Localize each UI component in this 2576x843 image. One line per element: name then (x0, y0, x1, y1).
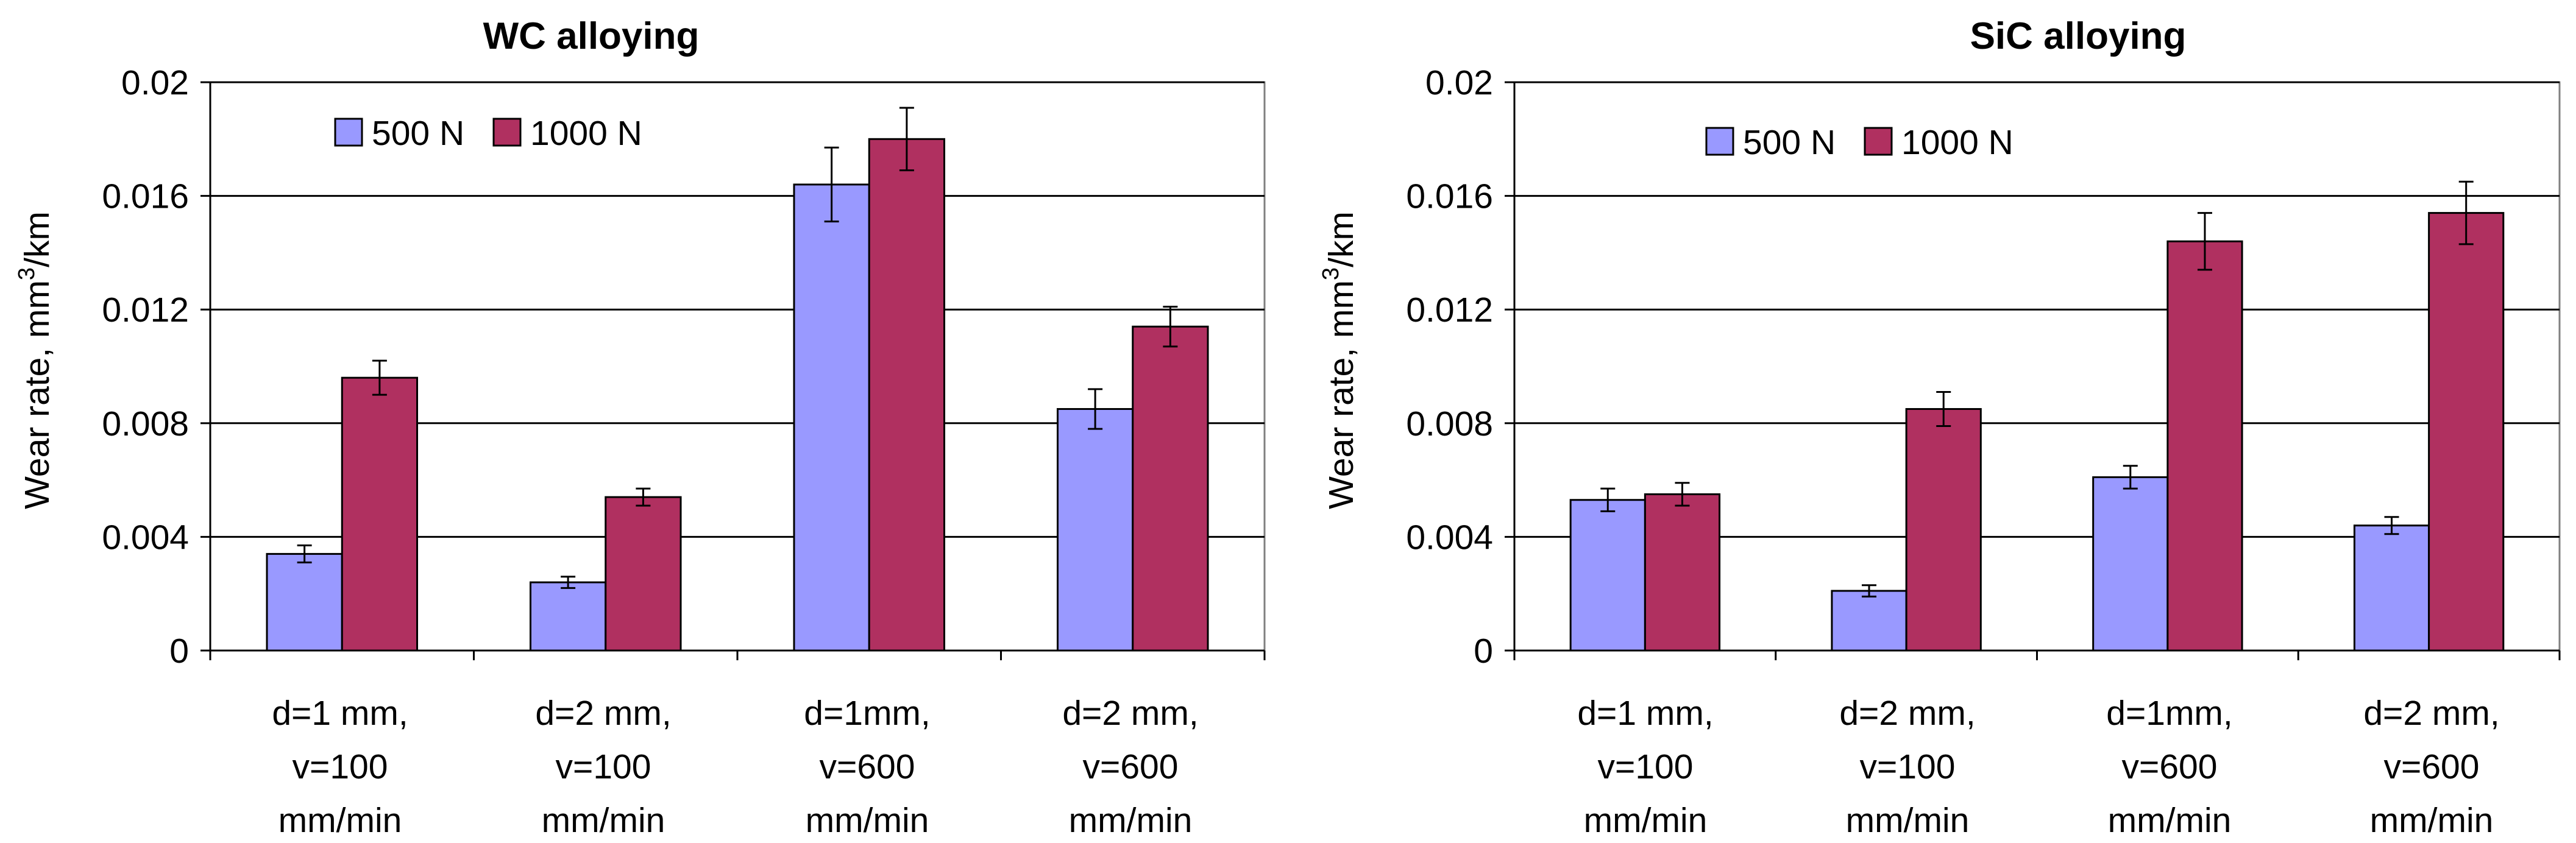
y-tick-label: 0.008 (102, 404, 189, 443)
bar-1000n (605, 496, 682, 652)
chart-sic-alloying: SiC alloying 0 0.004 0.008 0.012 0.016 0.02 Wea… (1318, 15, 2561, 840)
y-tick-label: 0.02 (1425, 63, 1493, 102)
bar-1000n (341, 376, 419, 652)
x-category-label: d=1mm, v=600 mm/min (2106, 694, 2233, 840)
bar-1000n (1905, 407, 1982, 652)
y-tick-label: 0.008 (1406, 404, 1493, 443)
y-axis-label: Wear rate, mm3/km (1318, 211, 1361, 509)
bar-1000n (1132, 325, 1209, 652)
bar-1000n (2166, 240, 2243, 652)
x-category-label: d=2 mm, v=600 mm/min (1062, 694, 1198, 840)
chart-wc-alloying: WC alloying 0 0.004 0.008 0.012 0.016 0.02 Wear… (14, 15, 1266, 840)
bar-500n (266, 552, 343, 652)
legend-swatch (334, 118, 363, 147)
x-category-label: d=1mm, v=600 mm/min (804, 694, 931, 840)
legend-swatch (492, 118, 522, 147)
x-category-label: d=2 mm, v=600 mm/min (2363, 694, 2499, 840)
bar-1000n (1644, 493, 1721, 652)
y-tick-label: 0.004 (1406, 518, 1493, 557)
y-axis-label: Wear rate, mm3/km (14, 211, 57, 509)
chart-title: SiC alloying (1970, 15, 2187, 57)
y-tick-label: 0.016 (1406, 177, 1493, 216)
legend-label: 500 N (1743, 123, 1836, 162)
y-tick-label: 0.016 (102, 177, 189, 216)
x-category-label: d=1 mm, v=100 mm/min (272, 694, 408, 840)
y-tick-label: 0.012 (102, 291, 189, 330)
bar-500n (793, 183, 870, 652)
legend-label: 500 N (372, 114, 464, 153)
x-category-label: d=1 mm, v=100 mm/min (1577, 694, 1713, 840)
legend-swatch (1705, 127, 1734, 156)
x-category-label: d=2 mm, v=100 mm/min (535, 694, 671, 840)
bar-1000n (868, 138, 946, 652)
bar-500n (1056, 407, 1134, 652)
y-tick-label: 0 (1474, 632, 1493, 671)
bar-500n (1831, 590, 1907, 652)
y-tick-label: 0.004 (102, 518, 189, 557)
legend-swatch (1864, 127, 1893, 156)
y-tick-label: 0.012 (1406, 291, 1493, 330)
x-category-label: d=2 mm, v=100 mm/min (1839, 694, 1975, 840)
bar-500n (1569, 499, 1646, 652)
legend-label: 1000 N (530, 114, 642, 153)
bar-500n (2353, 524, 2430, 652)
bar-1000n (2428, 212, 2505, 652)
y-tick-label: 0 (169, 632, 189, 671)
bar-500n (2092, 476, 2169, 652)
chart-title: WC alloying (483, 15, 700, 57)
y-tick-label: 0.02 (121, 63, 189, 102)
bar-500n (529, 581, 607, 652)
legend-label: 1000 N (1901, 123, 2014, 162)
